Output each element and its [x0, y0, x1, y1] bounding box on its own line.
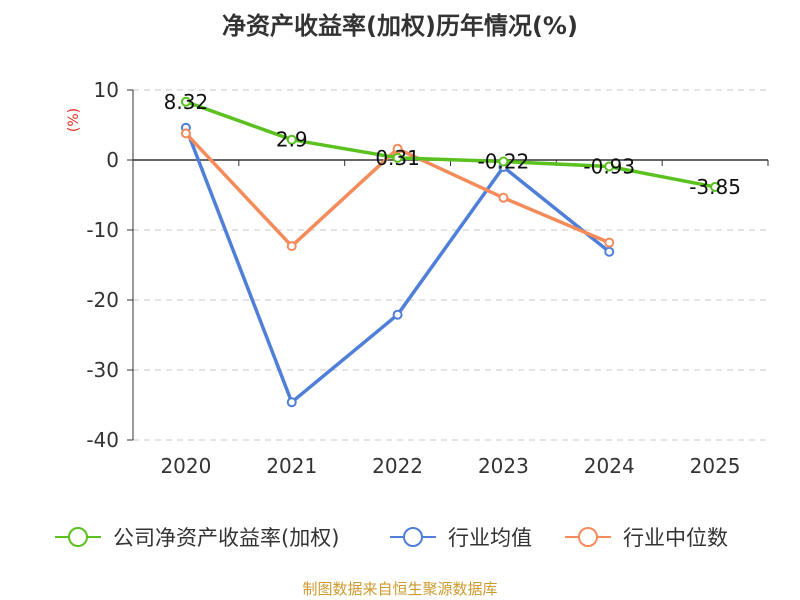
data-label: 8.32: [164, 90, 209, 114]
data-point: [286, 241, 297, 252]
y-axis-label: (%): [66, 107, 82, 133]
y-tick-label: -40: [86, 428, 119, 452]
data-point: [180, 96, 191, 107]
data-label: -0.22: [478, 150, 530, 174]
data-point: [498, 156, 509, 167]
data-point: [392, 309, 403, 320]
data-point: [392, 152, 403, 163]
data-point: [604, 246, 615, 257]
legend-label: 行业中位数: [623, 526, 728, 550]
data-label: -0.93: [583, 155, 635, 179]
y-tick-label: -10: [86, 218, 119, 242]
data-point: [604, 161, 615, 172]
x-tick-label: 2023: [478, 454, 529, 478]
data-point: [604, 237, 615, 248]
y-tick-label: 10: [94, 78, 119, 102]
legend-label: 公司净资产收益率(加权): [113, 526, 339, 550]
source-note: 制图数据来自恒生聚源数据库: [302, 580, 498, 598]
x-tick-label: 2024: [584, 454, 635, 478]
data-label: 2.9: [276, 128, 308, 152]
data-label: 0.31: [375, 146, 420, 170]
data-point: [286, 134, 297, 145]
series-line: [185, 100, 716, 189]
legend-marker: [68, 527, 88, 547]
x-tick-label: 2021: [266, 454, 317, 478]
legend-label: 行业均值: [448, 526, 532, 550]
x-tick-label: 2020: [160, 454, 211, 478]
data-point: [710, 181, 721, 192]
y-tick-label: -20: [86, 288, 119, 312]
y-tick-label: 0: [106, 148, 119, 172]
data-point: [180, 128, 191, 139]
legend-marker: [578, 527, 598, 547]
x-tick-label: 2025: [690, 454, 741, 478]
y-tick-label: -30: [86, 358, 119, 382]
data-label: -3.85: [689, 175, 741, 199]
chart-title: 净资产收益率(加权)历年情况(%): [222, 12, 578, 40]
data-point: [286, 397, 297, 408]
data-point: [498, 192, 509, 203]
data-point: [392, 143, 403, 154]
legend-marker: [403, 527, 423, 547]
x-tick-label: 2022: [372, 454, 423, 478]
